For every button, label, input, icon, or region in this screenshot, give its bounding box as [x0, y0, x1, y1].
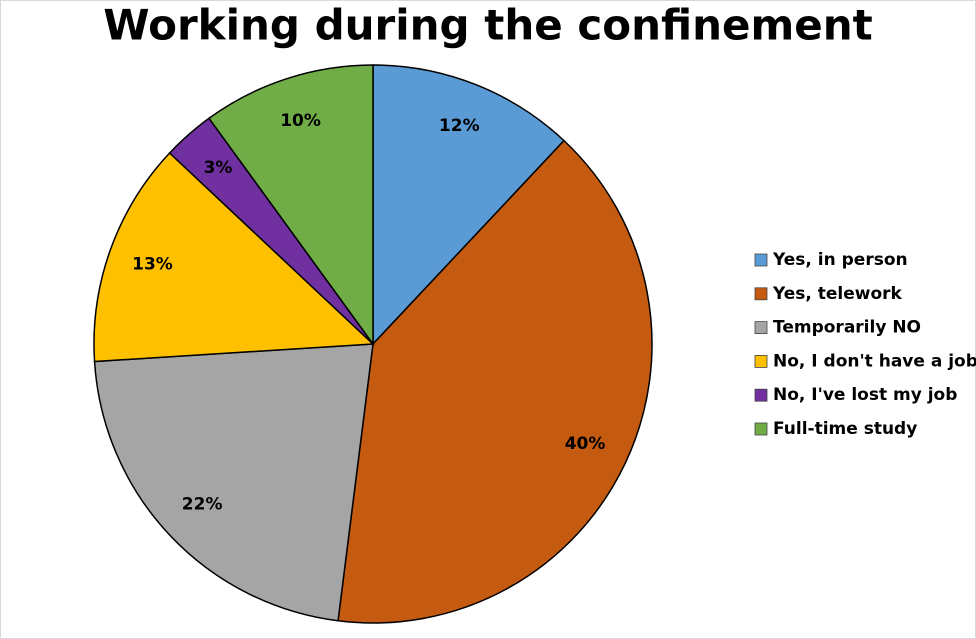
legend-swatch: [754, 321, 768, 335]
data-label: 10%: [280, 111, 321, 131]
chart-title: Working during the confinement: [103, 1, 872, 50]
legend-label: Temporarily NO: [773, 318, 921, 338]
legend-swatch: [754, 422, 768, 436]
legend-label: Yes, in person: [772, 250, 908, 270]
legend-label: Full-time study: [773, 419, 917, 439]
data-label: 12%: [439, 116, 480, 136]
data-label: 40%: [565, 434, 606, 454]
data-label: 3%: [204, 158, 233, 178]
pie-slice: [93, 151, 375, 363]
data-label: 22%: [182, 494, 223, 514]
legend-swatch: [754, 287, 768, 301]
pie-slice: [337, 139, 653, 624]
legend-swatch: [754, 388, 768, 402]
pie-slice: [207, 64, 374, 347]
legend-swatch: [754, 354, 768, 368]
data-label: 13%: [132, 255, 173, 275]
legend-label: No, I don't have a job: [773, 351, 976, 371]
legend-swatch: [754, 253, 768, 267]
pie-slice: [372, 64, 566, 346]
pie-slice: [93, 343, 374, 622]
legend-label: No, I've lost my job: [773, 385, 957, 405]
legend-label: Yes, telework: [772, 284, 903, 304]
